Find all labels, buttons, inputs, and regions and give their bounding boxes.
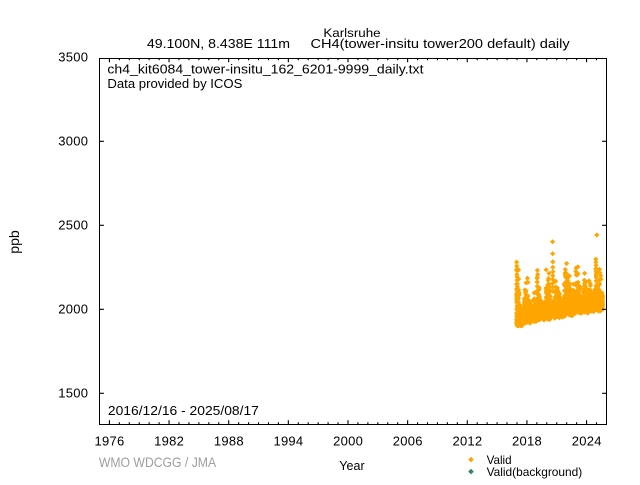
svg-text:1988: 1988 — [214, 434, 244, 449]
svg-text:ch4_kit6084_tower-insitu_162_6: ch4_kit6084_tower-insitu_162_6201-9999_d… — [107, 61, 424, 76]
svg-text:1976: 1976 — [95, 434, 125, 449]
svg-text:2012: 2012 — [452, 434, 482, 449]
svg-text:WMO WDCGG / JMA: WMO WDCGG / JMA — [99, 454, 217, 470]
svg-text:2000: 2000 — [333, 434, 363, 449]
svg-text:ppb: ppb — [6, 230, 22, 254]
svg-text:Year: Year — [339, 459, 364, 473]
svg-text:49.100N, 8.438E 111m: 49.100N, 8.438E 111m — [147, 36, 290, 51]
svg-text:2024: 2024 — [572, 434, 602, 449]
svg-text:2000: 2000 — [58, 302, 88, 317]
svg-text:Valid(background): Valid(background) — [487, 465, 583, 479]
svg-text:CH4(tower-insitu tower200 defa: CH4(tower-insitu tower200 default) daily — [311, 36, 571, 51]
svg-text:3500: 3500 — [58, 50, 88, 65]
svg-text:1500: 1500 — [58, 386, 88, 401]
svg-text:Karlsruhe: Karlsruhe — [323, 26, 380, 40]
svg-text:Data provided by ICOS: Data provided by ICOS — [107, 76, 242, 91]
svg-text:1982: 1982 — [154, 434, 184, 449]
svg-text:Valid: Valid — [487, 453, 512, 467]
svg-text:2018: 2018 — [512, 434, 542, 449]
svg-text:2016/12/16 - 2025/08/17: 2016/12/16 - 2025/08/17 — [108, 403, 259, 418]
svg-text:2500: 2500 — [58, 218, 88, 233]
svg-text:3000: 3000 — [58, 134, 88, 149]
svg-text:1994: 1994 — [273, 434, 303, 449]
svg-text:2006: 2006 — [393, 434, 423, 449]
